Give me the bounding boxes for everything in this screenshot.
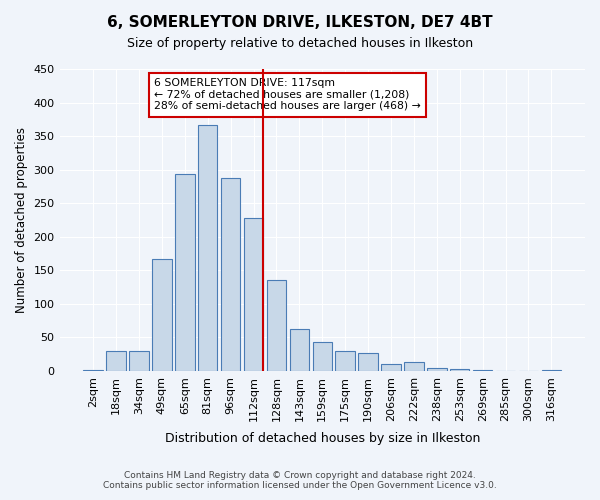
Bar bbox=[427, 368, 446, 371]
Text: Contains HM Land Registry data © Crown copyright and database right 2024.
Contai: Contains HM Land Registry data © Crown c… bbox=[103, 470, 497, 490]
Bar bbox=[473, 370, 493, 371]
Text: Size of property relative to detached houses in Ilkeston: Size of property relative to detached ho… bbox=[127, 38, 473, 51]
Bar bbox=[358, 353, 378, 371]
Bar bbox=[450, 369, 469, 371]
Bar bbox=[129, 351, 149, 371]
Bar bbox=[198, 124, 217, 371]
Bar bbox=[267, 280, 286, 371]
Bar bbox=[106, 351, 126, 371]
Bar bbox=[335, 351, 355, 371]
Bar bbox=[404, 362, 424, 371]
Bar bbox=[244, 218, 263, 371]
Bar bbox=[221, 178, 241, 371]
Bar bbox=[542, 370, 561, 371]
Bar bbox=[290, 330, 309, 371]
Bar bbox=[83, 370, 103, 371]
Y-axis label: Number of detached properties: Number of detached properties bbox=[15, 127, 28, 313]
X-axis label: Distribution of detached houses by size in Ilkeston: Distribution of detached houses by size … bbox=[164, 432, 480, 445]
Text: 6 SOMERLEYTON DRIVE: 117sqm
← 72% of detached houses are smaller (1,208)
28% of : 6 SOMERLEYTON DRIVE: 117sqm ← 72% of det… bbox=[154, 78, 421, 112]
Bar bbox=[152, 259, 172, 371]
Text: 6, SOMERLEYTON DRIVE, ILKESTON, DE7 4BT: 6, SOMERLEYTON DRIVE, ILKESTON, DE7 4BT bbox=[107, 15, 493, 30]
Bar bbox=[313, 342, 332, 371]
Bar bbox=[381, 364, 401, 371]
Bar bbox=[175, 174, 194, 371]
